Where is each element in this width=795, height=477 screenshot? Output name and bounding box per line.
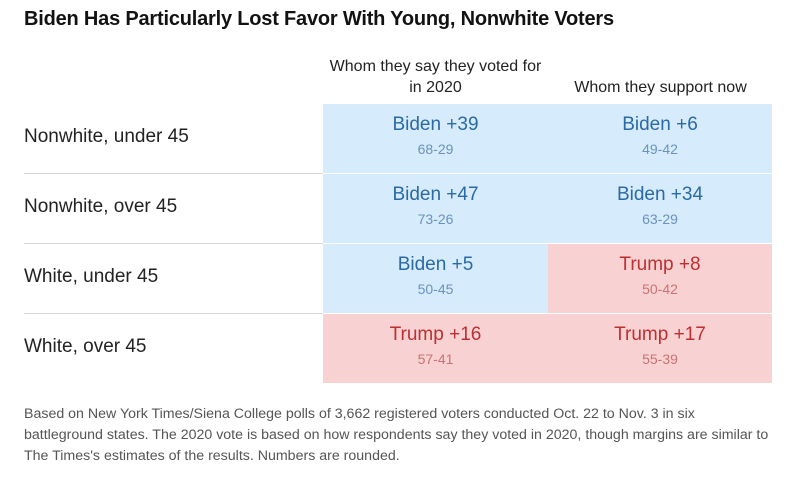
- row-label: Nonwhite, under 45: [24, 126, 189, 147]
- table-cell-biden: Biden +6 49-42: [548, 104, 772, 173]
- vote-split-label: 63-29: [642, 211, 678, 227]
- margin-label: Biden +47: [392, 184, 479, 205]
- table-cell-trump: Trump +8 50-42: [548, 244, 772, 313]
- table-cell-biden: Biden +5 50-45: [323, 244, 548, 313]
- vote-split-label: 50-42: [642, 281, 678, 297]
- vote-split-label: 55-39: [642, 351, 678, 367]
- margin-label: Biden +6: [622, 114, 698, 135]
- vote-split-label: 49-42: [642, 141, 678, 157]
- table-cell-biden: Biden +39 68-29: [323, 104, 548, 173]
- chart-title: Biden Has Particularly Lost Favor With Y…: [24, 8, 614, 30]
- row-label: Nonwhite, over 45: [24, 196, 178, 217]
- vote-split-label: 73-26: [417, 211, 454, 227]
- margin-label: Biden +34: [616, 184, 704, 205]
- table-cell-trump: Trump +17 55-39: [548, 314, 772, 383]
- table-cell-trump: Trump +16 57-41: [323, 314, 548, 383]
- margin-label: Trump +17: [614, 324, 706, 345]
- table-cell-biden: Biden +47 73-26: [323, 174, 548, 243]
- row-divider: [24, 313, 323, 314]
- table-cell-biden: Biden +34 63-29: [548, 174, 772, 243]
- column-header-2020-vote: Whom they say they voted for in 2020: [329, 58, 542, 96]
- margin-label: Biden +5: [397, 254, 474, 275]
- source-note: Based on New York Times/Siena College po…: [24, 406, 769, 464]
- vote-split-label: 68-29: [417, 141, 454, 157]
- row-divider: [24, 173, 323, 174]
- row-label: White, over 45: [24, 336, 147, 357]
- margin-label: Trump +8: [619, 254, 701, 275]
- vote-split-label: 57-41: [417, 351, 454, 367]
- row-divider: [24, 243, 323, 244]
- column-header-support-now: Whom they support now: [574, 79, 747, 96]
- row-label: White, under 45: [24, 266, 159, 287]
- margin-label: Trump +16: [389, 324, 482, 345]
- margin-label: Biden +39: [392, 114, 479, 135]
- vote-split-label: 50-45: [417, 281, 454, 297]
